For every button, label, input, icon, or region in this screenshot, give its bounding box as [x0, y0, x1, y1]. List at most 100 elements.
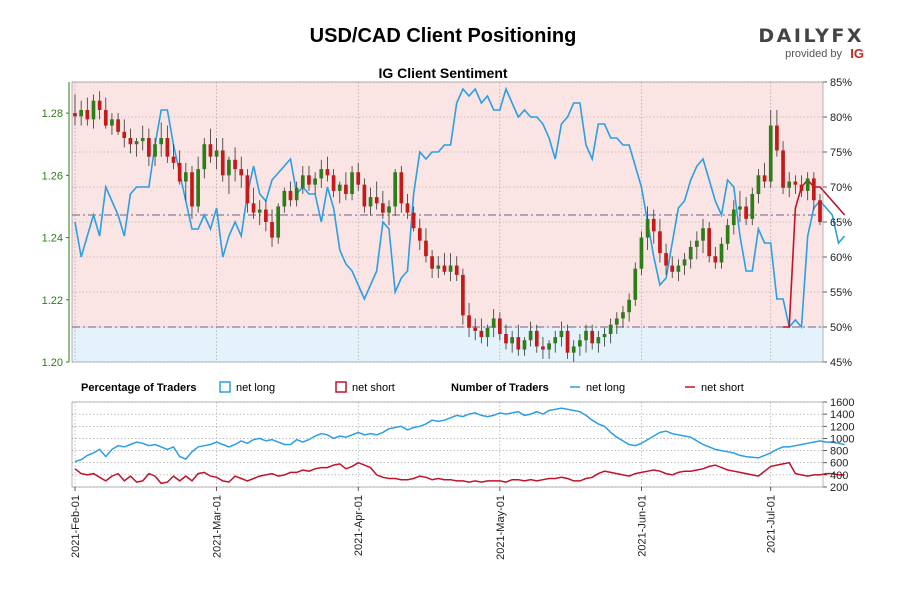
candle-body — [85, 110, 90, 120]
candle-body — [725, 225, 730, 244]
date-tick-label: 2021-Apr-01 — [353, 495, 365, 556]
net-long-percent-line — [74, 86, 846, 329]
candle-body — [811, 178, 816, 201]
percent-tick-label: 50% — [830, 322, 852, 334]
candle-body — [368, 197, 373, 207]
candle-body — [818, 200, 822, 222]
date-tick-label: 2021-Jul-01 — [766, 495, 778, 553]
candle-body — [356, 172, 361, 185]
candle-body — [602, 334, 607, 338]
candle-body — [214, 150, 219, 157]
candle-body — [442, 265, 447, 272]
candle-body — [91, 100, 96, 120]
price-tick-label: 1.28 — [42, 108, 63, 120]
candle-body — [719, 243, 724, 263]
candle-body — [399, 172, 404, 204]
percent-tick-label: 85% — [830, 77, 852, 89]
percent-tick-label: 70% — [830, 182, 852, 194]
candle-body — [270, 222, 274, 238]
net-long-zone — [72, 327, 823, 362]
candle-body — [614, 318, 619, 325]
candle-body — [264, 209, 268, 222]
candle-body — [670, 265, 675, 272]
candle-body — [522, 340, 527, 350]
candle-body — [627, 299, 631, 313]
candle-body — [202, 144, 207, 170]
candle-body — [805, 178, 810, 191]
candle-body — [768, 125, 773, 182]
date-tick-label: 2021-May-01 — [495, 495, 507, 560]
candle-body — [559, 330, 564, 338]
candle-body — [571, 346, 576, 353]
candle-body — [750, 194, 755, 219]
candle-body — [578, 340, 582, 347]
candle-body — [565, 330, 570, 353]
traders-tick-label: 600 — [830, 458, 848, 470]
candle-body — [485, 327, 490, 338]
candle-body — [73, 113, 77, 117]
candle-body — [251, 203, 256, 213]
percent-tick-label: 55% — [830, 287, 852, 299]
candle-body — [664, 253, 668, 266]
traders-tick-label: 1600 — [830, 397, 854, 409]
candle-body — [633, 268, 638, 300]
dailyfx-logo: DAILYFX provided by IG — [758, 25, 864, 61]
candle-body — [233, 159, 237, 170]
traders-panel-frame — [71, 401, 824, 488]
candle-body — [504, 334, 508, 344]
candle-body — [307, 175, 311, 185]
candle-body — [596, 337, 601, 344]
candle-body — [276, 206, 281, 238]
candle-body — [239, 169, 244, 176]
brand-ig-logo: IG — [850, 46, 864, 61]
candle-body — [541, 346, 545, 350]
legend-num-short-label: net short — [701, 382, 744, 394]
price-candles — [73, 91, 822, 362]
price-tick-label: 1.24 — [42, 233, 63, 245]
price-tick-label: 1.26 — [42, 170, 63, 182]
candle-body — [140, 138, 145, 142]
traders-tick-label: 1000 — [830, 433, 854, 445]
candle-body — [473, 327, 478, 331]
candle-body — [645, 218, 650, 238]
brand-name: DAILYFX — [758, 25, 864, 47]
candle-body — [147, 138, 151, 157]
candle-body — [608, 324, 613, 334]
candle-body — [424, 240, 428, 257]
candle-body — [208, 144, 213, 157]
candle-body — [257, 209, 262, 213]
candle-body — [313, 178, 317, 185]
price-tick-label: 1.22 — [42, 295, 63, 307]
candle-body — [134, 141, 139, 145]
candle-body — [288, 190, 293, 201]
candle-body — [651, 218, 656, 232]
candle-body — [479, 330, 484, 338]
traders-net-short-line — [74, 461, 845, 485]
candle-body — [436, 265, 441, 269]
candle-body — [110, 119, 114, 126]
percent-tick-label: 80% — [830, 112, 852, 124]
traders-net-long-line — [74, 407, 845, 463]
date-tick-label: 2021-Jun-01 — [636, 495, 648, 557]
traders-lines — [74, 407, 845, 485]
candle-body — [300, 175, 305, 188]
legend-pct-long-label: net long — [236, 382, 275, 394]
percent-tick-label: 60% — [830, 252, 852, 264]
candle-body — [695, 240, 699, 247]
candle-body — [282, 190, 287, 207]
candle-body — [701, 228, 705, 241]
candle-body — [344, 184, 348, 194]
candle-body — [387, 206, 391, 213]
candle-body — [337, 184, 342, 191]
candle-body — [319, 169, 324, 179]
price-tick-label: 1.20 — [42, 357, 63, 369]
date-tick-label: 2021-Mar-01 — [212, 495, 224, 558]
candle-body — [417, 228, 422, 241]
traders-tick-label: 200 — [830, 482, 848, 494]
candle-body — [294, 187, 299, 201]
candle-body — [682, 259, 687, 266]
candle-body — [775, 125, 779, 151]
date-axis: 2021-Feb-01 2021-Mar-01 2021-Apr-01 2021-Ma… — [70, 487, 778, 560]
